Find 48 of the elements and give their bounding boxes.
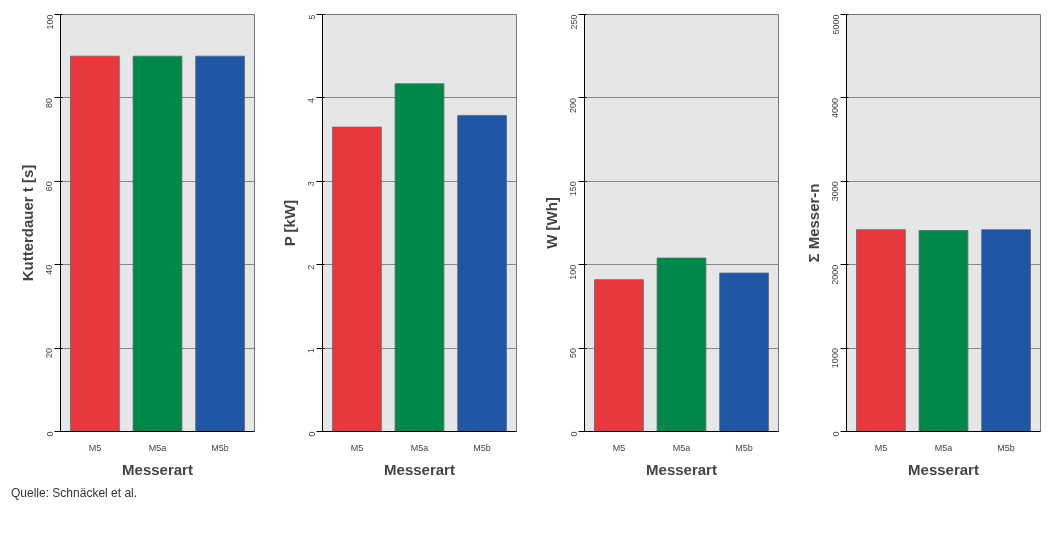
y-tick-label: 150 — [568, 181, 579, 197]
x-axis-title: Messerart — [908, 460, 979, 478]
y-tick-label: 1000 — [830, 348, 841, 369]
x-tick-label: M5a — [934, 442, 953, 453]
y-tick-label: 40 — [44, 264, 55, 275]
y-tick-label: 0 — [44, 431, 55, 437]
x-tick-label: M5 — [88, 442, 102, 453]
y-tick-label: 2000 — [830, 264, 841, 285]
x-tick-label: M5b — [735, 442, 753, 453]
y-tick-label: 80 — [44, 97, 55, 108]
y-tick-label: 100 — [44, 14, 55, 30]
x-tick-label: M5a — [410, 442, 429, 453]
y-tick-label: 3000 — [830, 181, 841, 202]
x-tick-label: M5a — [672, 442, 691, 453]
y-tick-label: 0 — [568, 431, 579, 437]
y-tick-label: 4000 — [830, 97, 841, 118]
y-tick-label: 3 — [306, 181, 317, 187]
x-tick-label: M5 — [612, 442, 626, 453]
y-axis-title: W [Wh] — [542, 197, 560, 249]
source-note: Quelle: Schnäckel et al. — [11, 485, 138, 502]
x-axis-title: Messerart — [384, 460, 455, 478]
x-axis-title: Messerart — [122, 460, 193, 478]
x-tick-label: M5b — [997, 442, 1015, 453]
bar — [457, 115, 507, 432]
x-tick-label: M5 — [874, 442, 888, 453]
y-tick-label: 200 — [568, 97, 579, 113]
x-tick-label: M5b — [473, 442, 491, 453]
y-tick-label: 5 — [306, 14, 317, 20]
y-tick-label: 1 — [306, 348, 317, 354]
y-tick-label: 0 — [306, 431, 317, 437]
y-tick-label: 5000 — [830, 14, 841, 35]
y-axis-title: Σ Messer-n — [804, 183, 822, 263]
bar — [394, 83, 445, 432]
y-tick-label: 2 — [306, 264, 317, 270]
x-tick-label: M5 — [350, 442, 364, 453]
y-tick-label: 4 — [306, 97, 317, 103]
y-tick-label: 20 — [44, 348, 55, 359]
y-axis-title: P [kW] — [280, 199, 298, 247]
y-tick-label: 0 — [830, 431, 841, 437]
x-tick-label: M5a — [148, 442, 167, 453]
y-tick-label: 250 — [568, 14, 579, 30]
y-tick-label: 50 — [568, 348, 579, 359]
y-axis-title: Kutterdauer t [s] — [18, 164, 36, 282]
bar — [332, 126, 382, 432]
x-tick-label: M5b — [211, 442, 229, 453]
x-axis-title: Messerart — [646, 460, 717, 478]
y-tick-label: 100 — [568, 264, 579, 280]
y-tick-label: 60 — [44, 181, 55, 192]
